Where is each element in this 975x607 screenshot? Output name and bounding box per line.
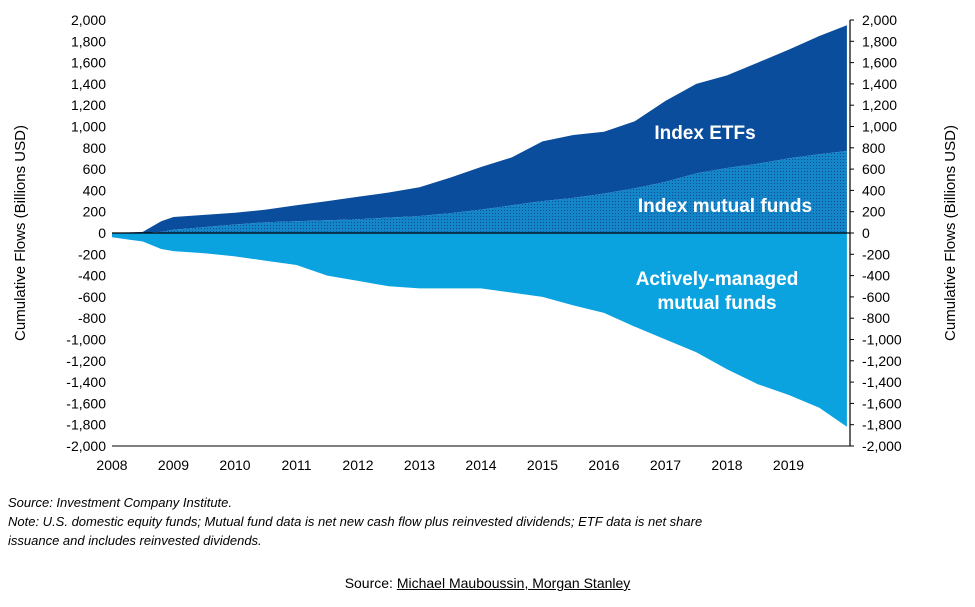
area-index-mutual-funds xyxy=(112,151,847,233)
y-axis-title-right: Cumulative Flows (Billions USD) xyxy=(942,125,959,341)
y-tick-label-right: -1,600 xyxy=(862,395,902,411)
y-tick-label-left: -1,800 xyxy=(66,417,106,433)
x-tick-label: 2018 xyxy=(711,457,742,473)
y-tick-label-right: 1,000 xyxy=(862,119,897,135)
y-tick-label-right: 1,200 xyxy=(862,97,897,113)
x-tick-label: 2009 xyxy=(158,457,189,473)
y-tick-label-left: 800 xyxy=(83,140,107,156)
y-tick-label-left: 2,000 xyxy=(71,12,106,28)
label-index-mutual-funds: Index mutual funds xyxy=(638,196,812,217)
y-tick-label-right: 800 xyxy=(862,140,886,156)
methodology-note-line-1: Note: U.S. domestic equity funds; Mutual… xyxy=(8,514,703,529)
y-tick-label-left: -800 xyxy=(78,310,106,326)
series-labels: Index ETFs Index mutual funds Actively-man… xyxy=(636,123,812,314)
label-actively-managed-line-2: mutual funds xyxy=(657,293,776,314)
y-tick-label-left: -600 xyxy=(78,289,106,305)
y-tick-label-right: 600 xyxy=(862,161,886,177)
y-tick-label-right: -1,200 xyxy=(862,353,902,369)
y-tick-label-right: -400 xyxy=(862,268,890,284)
y-tick-label-left: 1,800 xyxy=(71,33,106,49)
y-tick-label-right: 1,800 xyxy=(862,33,897,49)
y-tick-label-right: 2,000 xyxy=(862,12,897,28)
x-tick-label: 2016 xyxy=(588,457,619,473)
y-tick-label-left: -1,000 xyxy=(66,332,106,348)
credit-prefix: Source: xyxy=(344,575,397,591)
y-tick-label-right: 1,400 xyxy=(862,76,897,92)
y-tick-label-left: -200 xyxy=(78,246,106,262)
label-actively-managed-line-1: Actively-managed xyxy=(636,269,799,290)
credit-line: Source: Michael Mauboussin, Morgan Stanl… xyxy=(0,575,975,591)
area-layer xyxy=(112,25,847,427)
y-tick-label-right: -2,000 xyxy=(862,438,902,454)
y-tick-label-left: 1,600 xyxy=(71,55,106,71)
y-tick-label-left: 600 xyxy=(83,161,107,177)
y-tick-label-right: -800 xyxy=(862,310,890,326)
chart-notes: Source: Investment Company Institute. No… xyxy=(8,493,968,550)
y-tick-label-left: -1,600 xyxy=(66,395,106,411)
y-tick-label-left: -1,400 xyxy=(66,374,106,390)
flows-chart: 2,000 1,800 1,600 1,400 1,200 1,000 800 600 400 2… xyxy=(12,12,959,473)
y-tick-label-right: 0 xyxy=(862,225,870,241)
y-tick-label-left: 400 xyxy=(83,182,107,198)
source-note: Source: Investment Company Institute. xyxy=(8,495,232,510)
y-tick-label-left: 0 xyxy=(98,225,106,241)
y-tick-label-left: 200 xyxy=(83,204,107,220)
credit-author: Michael Mauboussin, Morgan Stanley xyxy=(396,575,631,591)
x-tick-label: 2014 xyxy=(465,457,496,473)
x-ticks: 2008 2009 2010 2011 2012 2013 2014 2015 2016 2017… xyxy=(96,457,804,473)
y-tick-label-left: -2,000 xyxy=(66,438,106,454)
y-tick-label-left: -400 xyxy=(78,268,106,284)
y-tick-label-left: 1,000 xyxy=(71,119,106,135)
y-tick-label-right: 200 xyxy=(862,204,886,220)
methodology-note-line-2: issuance and includes reinvested dividen… xyxy=(8,533,262,548)
y-tick-label-left: 1,200 xyxy=(71,97,106,113)
y-tick-label-right: -200 xyxy=(862,246,890,262)
x-tick-label: 2008 xyxy=(96,457,127,473)
y-tick-label-left: -1,200 xyxy=(66,353,106,369)
y-tick-label-right: -1,800 xyxy=(862,417,902,433)
y-tick-label-right: 1,600 xyxy=(862,55,897,71)
y-tick-label-right: -1,400 xyxy=(862,374,902,390)
y-tick-label-right: 400 xyxy=(862,182,886,198)
x-tick-label: 2010 xyxy=(219,457,250,473)
area-actively-managed xyxy=(112,233,847,427)
y-ticks-right: 2,000 1,800 1,600 1,400 1,200 1,000 800 600 400 2… xyxy=(850,12,902,454)
y-tick-label-left: 1,400 xyxy=(71,76,106,92)
y-tick-label-right: -1,000 xyxy=(862,332,902,348)
label-index-etfs: Index ETFs xyxy=(654,123,755,144)
x-tick-label: 2012 xyxy=(342,457,373,473)
y-tick-label-right: -600 xyxy=(862,289,890,305)
x-tick-label: 2019 xyxy=(773,457,804,473)
y-ticks-left: 2,000 1,800 1,600 1,400 1,200 1,000 800 600 400 2… xyxy=(66,12,106,454)
x-tick-label: 2017 xyxy=(650,457,681,473)
x-tick-label: 2011 xyxy=(281,457,311,473)
x-tick-label: 2013 xyxy=(404,457,435,473)
area-index-etfs xyxy=(112,25,847,233)
y-axis-title-left: Cumulative Flows (Billions USD) xyxy=(12,125,29,341)
x-tick-label: 2015 xyxy=(527,457,558,473)
